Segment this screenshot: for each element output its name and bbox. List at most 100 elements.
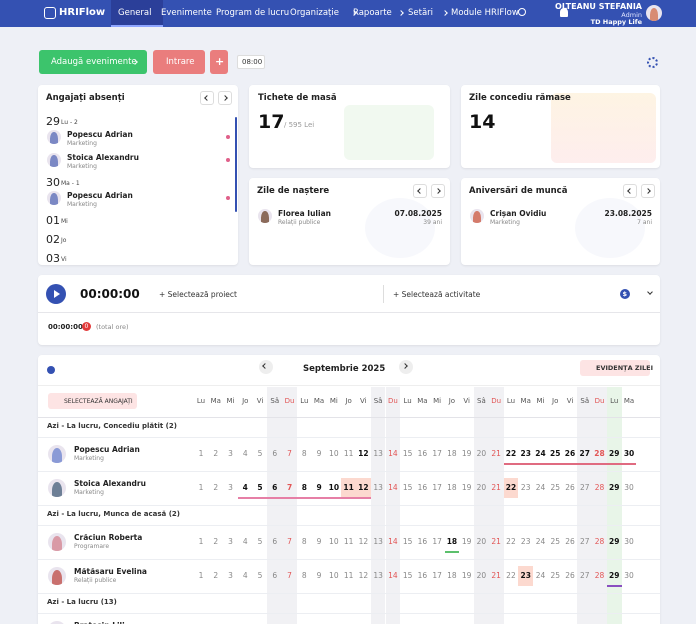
info-icon <box>47 366 55 374</box>
select-project[interactable]: + Selectează proiect <box>159 290 237 299</box>
nav-label: Module HRIFlow <box>451 8 519 18</box>
day-cell: 17 <box>432 449 442 458</box>
nav-item[interactable]: General <box>111 0 163 27</box>
day-cell: 28 <box>594 483 605 492</box>
day-cell: 5 <box>257 537 263 546</box>
nav-item[interactable]: Organizație <box>283 0 364 27</box>
day-cell: 5 <box>257 449 263 458</box>
row-line <box>38 613 660 614</box>
card-title: Aniversări de muncă <box>469 186 568 196</box>
person-department: Marketing <box>490 219 520 226</box>
chevron-icon <box>262 363 268 369</box>
weekday-label: Vi <box>566 397 574 405</box>
next-button[interactable] <box>431 184 445 198</box>
status-line <box>341 497 356 499</box>
divider <box>383 285 384 303</box>
weekday-label: Ma <box>210 397 221 405</box>
day-cell: 20 <box>476 537 487 546</box>
day-number: 30 <box>46 176 60 189</box>
day-cell: 20 <box>476 483 487 492</box>
weekday-label: Lu <box>506 397 516 405</box>
status-line <box>518 463 534 465</box>
count-text: 0 <box>84 322 89 330</box>
day-cell: 30 <box>623 449 635 458</box>
day-cell: 25 <box>550 483 560 492</box>
person-name: Crișan Ovidiu <box>490 209 547 218</box>
play-button[interactable] <box>46 284 66 304</box>
person-department: Marketing <box>67 163 97 170</box>
prev-button[interactable] <box>259 360 273 374</box>
bell-icon[interactable] <box>560 8 568 17</box>
day-cell: 21 <box>491 537 501 546</box>
day-cell: 17 <box>432 483 442 492</box>
plus-button[interactable]: + <box>210 50 228 74</box>
anniversaries-card: Aniversări de muncă Crișan Ovidiu Marketin… <box>461 178 660 265</box>
weekday-label: Lu <box>403 397 412 405</box>
prev-button[interactable] <box>200 91 214 105</box>
status-line <box>577 463 593 465</box>
day-cell: 1 <box>198 483 204 492</box>
day-cell: 16 <box>417 449 428 458</box>
day-cell: 24 <box>535 449 546 458</box>
avatar-face <box>50 193 58 205</box>
status-line <box>296 497 312 499</box>
status-line <box>503 463 519 465</box>
billable-icon[interactable]: $ <box>620 289 630 299</box>
day-cell: 21 <box>491 449 501 458</box>
day-number: 02 <box>46 233 60 246</box>
nav-item[interactable]: Module HRIFlow <box>444 0 534 27</box>
leave-days: 14 <box>469 111 496 133</box>
weekday-label: Ma <box>520 397 531 405</box>
status-line <box>282 497 297 499</box>
day-cell: 16 <box>417 571 428 580</box>
weekday-label: Sâ <box>477 397 486 405</box>
day-cell: 23 <box>520 571 531 580</box>
next-button[interactable] <box>218 91 232 105</box>
weekday-label: Du <box>491 397 502 405</box>
weekday-label: Vi <box>360 397 367 405</box>
expand-chevron[interactable] <box>647 289 653 295</box>
weekday-label: Jo <box>448 397 456 405</box>
avatar <box>48 533 66 551</box>
day-cell: 10 <box>329 571 339 580</box>
next-button[interactable] <box>641 184 655 198</box>
employee-name: Crăciun Roberta <box>74 533 143 542</box>
day-cell: 13 <box>373 449 383 458</box>
day-cell: 10 <box>329 537 339 546</box>
absent-card: Angajați absenți 29 Lu - 2 Popescu Adrian Ma… <box>38 85 238 265</box>
employee-name: Stoica Alexandru <box>74 479 146 488</box>
day-cell: 12 <box>358 449 369 458</box>
card-title: Angajați absenți <box>46 93 125 103</box>
button-label: + <box>215 55 225 68</box>
nav-item[interactable]: Program de lucru <box>209 0 309 27</box>
next-button[interactable] <box>399 360 413 374</box>
add-events-button[interactable]: Adaugă evenimente <box>39 50 147 74</box>
day-number: 29 <box>46 115 60 128</box>
entry-button[interactable]: Intrare <box>153 50 205 74</box>
group-header[interactable]: Azi - La lucru, Concediu plătit (2) <box>47 422 177 430</box>
search-icon[interactable] <box>518 8 526 16</box>
avatar <box>48 479 66 497</box>
nav-label: Program de lucru <box>216 8 290 18</box>
day-cell: 26 <box>565 483 575 492</box>
day-view-button[interactable]: EVIDENȚA ZILEI <box>580 360 653 376</box>
group-header[interactable]: Azi - La lucru, Munca de acasă (2) <box>47 510 180 518</box>
day-cell: 12 <box>358 483 369 492</box>
day-cell: 7 <box>286 483 293 492</box>
nav-item[interactable]: Evenimente <box>154 0 222 27</box>
weekday-label: Du <box>594 397 605 405</box>
currency-symbol: $ <box>622 290 628 298</box>
day-cell: 25 <box>550 571 560 580</box>
select-activity[interactable]: + Selectează activitate <box>393 290 481 299</box>
nav-item[interactable]: Rapoarte <box>346 0 411 27</box>
prev-button[interactable] <box>623 184 637 198</box>
day-cell: 18 <box>447 483 457 492</box>
group-header[interactable]: Azi - La lucru (13) <box>47 598 117 606</box>
prev-button[interactable] <box>413 184 427 198</box>
nav-item[interactable]: Setări <box>401 0 455 27</box>
avatar-face <box>473 211 481 223</box>
day-cell: 29 <box>609 483 620 492</box>
day-cell: 28 <box>594 449 605 458</box>
select-employees-button[interactable]: SELECTEAZĂ ANGAJAȚI <box>48 393 137 409</box>
settings-icon[interactable] <box>647 57 658 68</box>
